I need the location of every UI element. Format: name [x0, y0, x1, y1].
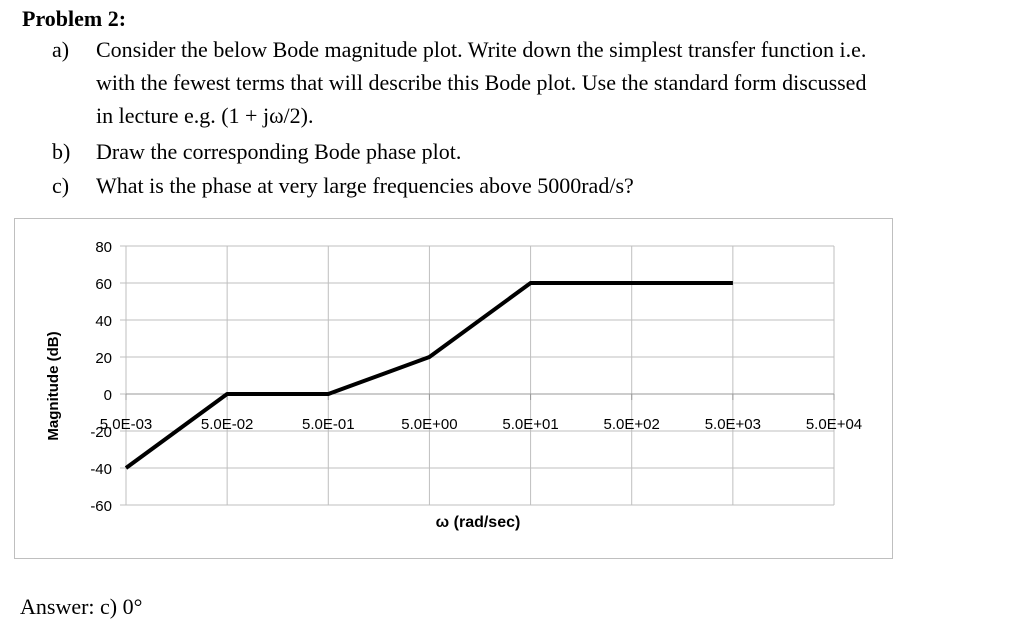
chart-svg: 80 60 40 20 0 -20 -40 -60 5.0E-03 5.0E-02 5.0E-01… [14, 218, 893, 559]
part-b: b) Draw the corresponding Bode phase plo… [52, 136, 752, 168]
bode-magnitude-chart: 80 60 40 20 0 -20 -40 -60 5.0E-03 5.0E-02 5.0E-01… [14, 218, 893, 559]
y-tick-label: 60 [95, 276, 112, 293]
part-a-line-1: Consider the below Bode magnitude plot. … [96, 37, 867, 62]
part-c-line-1: What is the phase at very large frequenc… [96, 173, 634, 198]
x-tick-label: 5.0E-02 [201, 416, 254, 433]
part-a-label: a) [52, 37, 70, 62]
x-tick-labels: 5.0E-03 5.0E-02 5.0E-01 5.0E+00 5.0E+01 5.0E+… [100, 416, 862, 433]
x-tick-label: 5.0E-01 [302, 416, 355, 433]
part-c: c) What is the phase at very large frequ… [52, 170, 812, 202]
x-tick-label: 5.0E+04 [806, 416, 862, 433]
y-tick-label: 80 [95, 239, 112, 256]
part-a: a) Consider the below Bode magnitude plo… [52, 34, 1012, 130]
x-tick-label: 5.0E+01 [502, 416, 558, 433]
problem-title: Problem 2: [22, 6, 127, 31]
y-tick-labels: 80 60 40 20 0 -20 -40 -60 [90, 239, 112, 515]
part-a-line-2: with the fewest terms that will describe… [96, 70, 867, 95]
chart-grid [120, 245, 835, 506]
x-tick-label: 5.0E+02 [604, 416, 660, 433]
y-tick-label: 20 [95, 350, 112, 367]
y-axis-label: Magnitude (dB) [45, 331, 62, 440]
series-group [124, 281, 733, 470]
part-a-line-3: in lecture e.g. (1 + jω/2). [96, 103, 314, 128]
y-tick-label: 0 [104, 387, 112, 404]
part-b-label: b) [52, 139, 71, 164]
y-tick-label: -40 [90, 461, 112, 478]
x-tick-label: 5.0E+03 [705, 416, 761, 433]
magnitude-series-line [124, 281, 733, 470]
part-c-label: c) [52, 173, 70, 198]
x-tick-label: 5.0E+00 [401, 416, 457, 433]
chart-border [14, 218, 893, 559]
y-tick-label: -20 [90, 424, 112, 441]
answer-text: Answer: c) 0° [20, 594, 143, 619]
y-tick-label: -60 [90, 498, 112, 515]
x-tick-label: 5.0E-03 [100, 416, 153, 433]
y-tick-label: 40 [95, 313, 112, 330]
part-b-line-1: Draw the corresponding Bode phase plot. [96, 139, 462, 164]
x-axis-label: ω (rad/sec) [436, 514, 521, 531]
